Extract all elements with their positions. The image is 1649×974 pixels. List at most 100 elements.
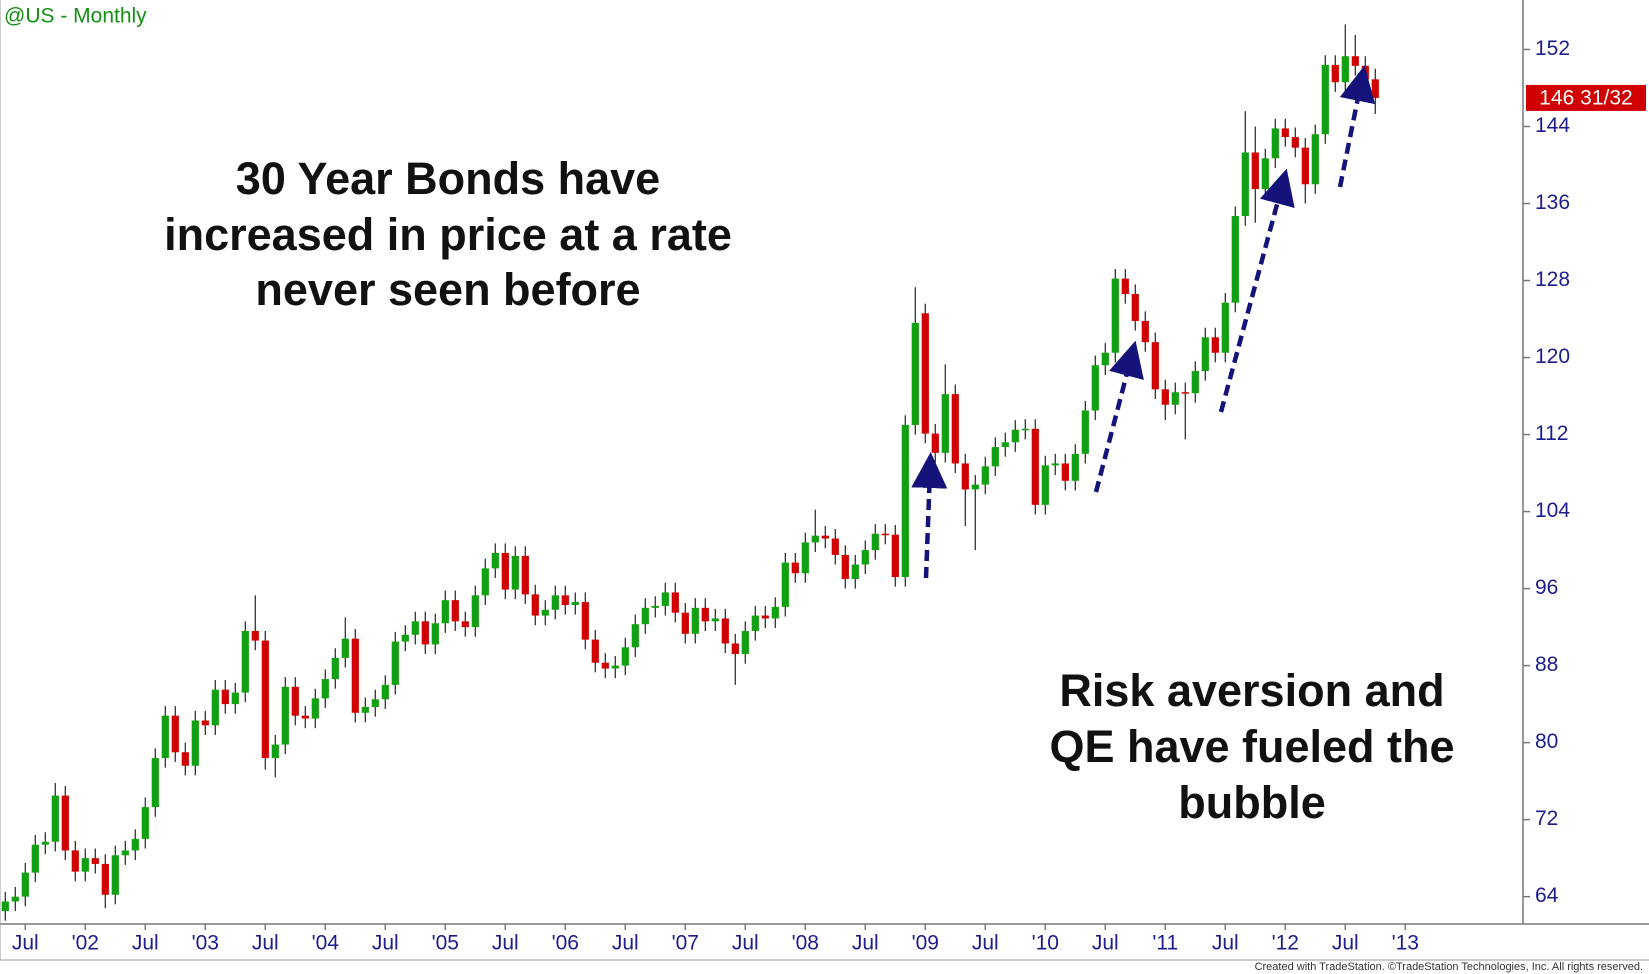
candle-body [651, 605, 659, 608]
x-tick-label: '02 [72, 932, 99, 955]
candle-body [1101, 352, 1109, 366]
candle-body [281, 686, 289, 745]
candle-body [441, 600, 449, 624]
candle-body [701, 607, 709, 622]
last-price-label: 146 31/32 [1539, 86, 1632, 109]
candle-body [341, 638, 349, 658]
x-tick-label: Jul [132, 932, 159, 955]
y-tick-label: 144 [1535, 114, 1570, 137]
candle-body [331, 657, 339, 680]
candle-body [841, 554, 849, 579]
candle-body [1321, 64, 1329, 135]
candle-body [1091, 365, 1099, 411]
candle-body [631, 624, 639, 648]
candle-body [171, 715, 179, 753]
y-tick-label: 104 [1535, 499, 1570, 522]
candle-body [131, 838, 139, 851]
candle-body [1161, 389, 1169, 405]
annotation-line: bubble [1178, 777, 1325, 828]
candle-body [971, 484, 979, 490]
x-tick-label: '03 [192, 932, 219, 955]
candle-body [241, 630, 249, 693]
candle-body [911, 322, 919, 425]
candle-body [1061, 463, 1069, 481]
arrow [1093, 340, 1144, 493]
x-tick-label: '04 [312, 932, 340, 955]
candle-body [371, 699, 379, 708]
x-tick-label: Jul [1332, 932, 1359, 955]
candle-body [861, 550, 869, 565]
x-tick-label: '05 [432, 932, 459, 955]
candle-body [791, 562, 799, 574]
candle-body [741, 630, 749, 655]
candle-body [661, 592, 669, 606]
x-tick-label: '11 [1152, 932, 1178, 955]
candle-body [571, 602, 579, 605]
candle-body [681, 612, 689, 634]
candle-body [891, 534, 899, 578]
candle-body [181, 752, 189, 766]
candle-body [801, 542, 809, 574]
candle-body [1, 901, 9, 912]
candle-body [551, 595, 559, 610]
candle-body [11, 896, 19, 902]
candle-body [381, 684, 389, 700]
x-tick-label: Jul [1092, 932, 1119, 955]
candle-body [711, 618, 719, 622]
candle-body [1241, 152, 1249, 217]
candle-body [591, 639, 599, 663]
x-tick-label: Jul [372, 932, 399, 955]
y-tick-label: 136 [1535, 191, 1570, 214]
candle-body [411, 621, 419, 635]
candle-body [471, 595, 479, 628]
y-tick-label: 88 [1535, 653, 1558, 676]
candle-body [1281, 128, 1289, 138]
candle-body [481, 568, 489, 596]
candle-body [781, 562, 789, 607]
candle-body [871, 533, 879, 551]
x-tick-label: Jul [252, 932, 279, 955]
y-tick-label: 120 [1535, 345, 1570, 368]
x-tick-label: '08 [792, 932, 819, 955]
x-tick-label: '10 [1032, 932, 1059, 955]
candle-body [1361, 65, 1369, 80]
credit: Created with TradeStation. ©TradeStation… [1255, 961, 1643, 973]
candle-body [211, 689, 219, 726]
candle-body [761, 615, 769, 619]
candle-body [1081, 410, 1089, 454]
candle-body [311, 698, 319, 719]
annotation-line: increased in price at a rate [164, 209, 732, 260]
candle-body [901, 424, 909, 578]
candle-body [951, 394, 959, 464]
x-tick-label: Jul [732, 932, 759, 955]
candle-body [401, 634, 409, 642]
candle-body [261, 640, 269, 759]
candle-body [981, 466, 989, 485]
y-tick-label: 128 [1535, 268, 1570, 291]
arrows [911, 65, 1376, 579]
candle-body [251, 630, 259, 641]
candle-body [1111, 278, 1119, 353]
candle-body [271, 744, 279, 759]
candle-body [1031, 428, 1039, 505]
candle-body [1191, 371, 1199, 394]
annotations: 30 Year Bonds have increased in price at… [164, 153, 1454, 828]
candle-body [391, 641, 399, 685]
candle-body [1261, 158, 1269, 190]
x-tick-label: '06 [552, 932, 579, 955]
candle-body [91, 858, 99, 864]
candle-body [321, 679, 329, 699]
candle-body [751, 615, 759, 631]
x-tick-label: Jul [612, 932, 639, 955]
candle-body [221, 689, 229, 705]
candle-body [811, 535, 819, 543]
candle-body [1181, 392, 1189, 394]
x-tick-label: Jul [12, 932, 39, 955]
y-tick-label: 152 [1535, 37, 1570, 60]
candle-body [351, 638, 359, 713]
arrow [911, 452, 948, 579]
candle-body [1231, 216, 1239, 303]
candle-body [191, 720, 199, 766]
candle-body [361, 707, 369, 713]
